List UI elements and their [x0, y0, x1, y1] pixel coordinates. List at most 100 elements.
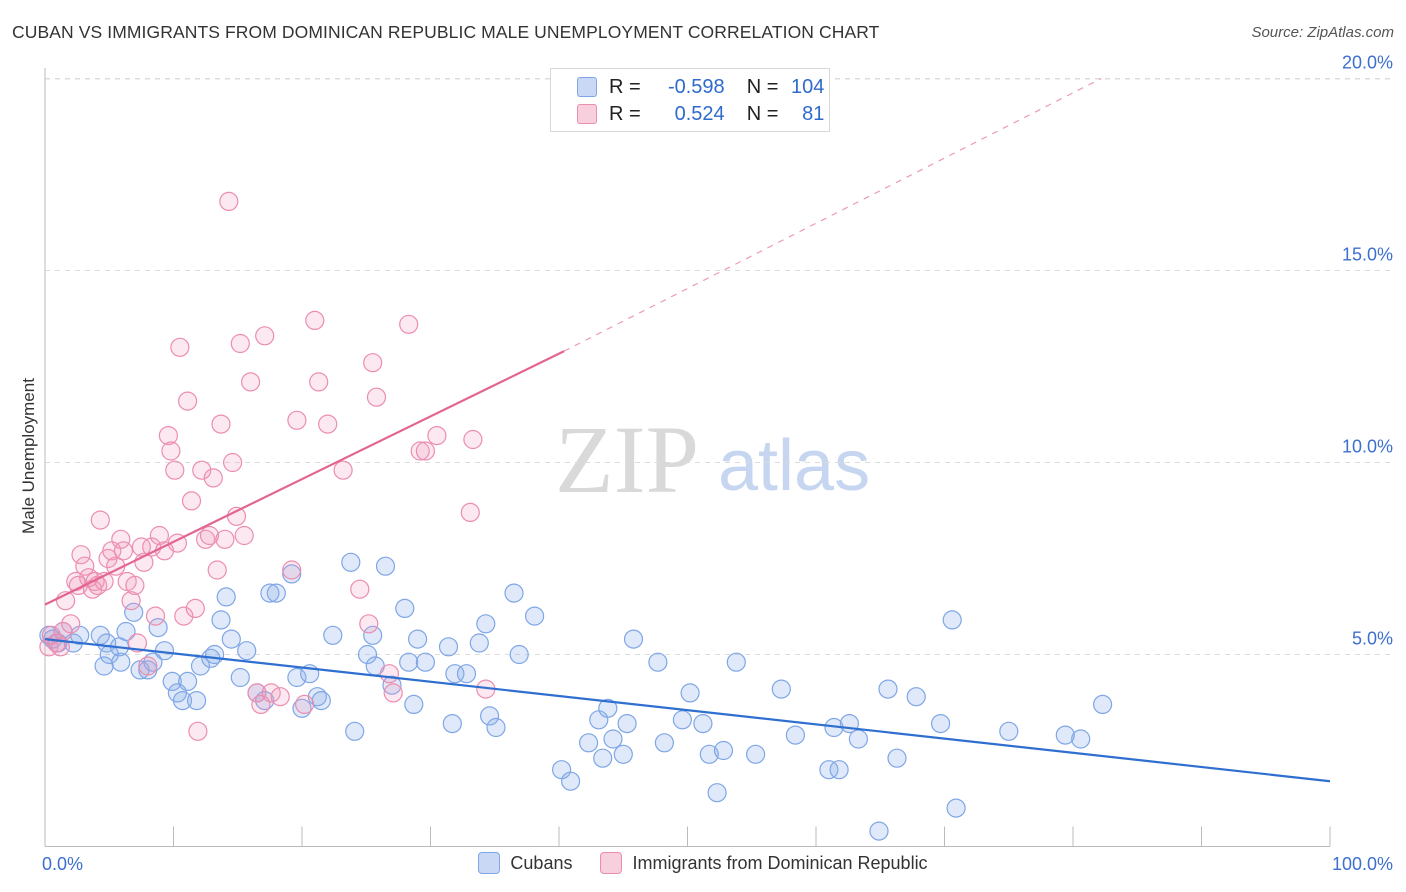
- y-axis-title: Male Unemployment: [19, 378, 38, 534]
- dominican-point: [211, 414, 231, 434]
- cuban-point: [942, 610, 962, 630]
- cuban-point: [613, 744, 633, 764]
- cuban-point: [598, 698, 618, 718]
- cuban-point: [726, 652, 746, 672]
- cuban-point: [404, 694, 424, 715]
- dominican-point: [165, 460, 185, 480]
- dominican-point: [295, 694, 315, 715]
- legend-n-label: N =: [746, 102, 779, 125]
- cuban-point: [713, 740, 734, 761]
- cuban-point: [311, 690, 331, 711]
- cuban-point: [205, 644, 225, 665]
- dominican-point: [121, 591, 141, 611]
- cuban-point: [869, 821, 889, 841]
- dominican-point: [174, 606, 194, 626]
- cuban-point: [1055, 725, 1075, 745]
- cuban-point: [672, 710, 693, 730]
- cuban-point: [221, 629, 241, 649]
- x-tick-label-max: 100.0%: [1332, 854, 1393, 874]
- dominican-point: [415, 441, 435, 461]
- dominican-point: [363, 353, 383, 373]
- cuban-point: [456, 664, 477, 684]
- dominican-point: [90, 510, 110, 530]
- cuban-point: [593, 748, 613, 768]
- dominican-point: [178, 391, 198, 411]
- cuban-point: [382, 675, 402, 695]
- dominican-point: [138, 656, 158, 676]
- cuban-point: [930, 713, 951, 734]
- cuban-point: [287, 667, 307, 688]
- cuban-point: [162, 671, 182, 692]
- cuban-point: [887, 748, 907, 768]
- cuban-point: [771, 679, 791, 699]
- dominican-point: [111, 529, 131, 549]
- cuban-point: [1071, 729, 1091, 749]
- dominican-point: [383, 683, 403, 703]
- dominican-trend-extension: [563, 77, 1102, 352]
- legend-n-value-cubans: 104: [791, 75, 825, 98]
- cuban-point: [148, 617, 168, 638]
- cuban-point: [878, 679, 898, 699]
- cuban-point: [187, 690, 207, 711]
- cuban-point: [693, 713, 713, 734]
- cuban-point: [345, 721, 365, 741]
- dominican-point: [379, 664, 399, 684]
- cuban-point: [143, 652, 163, 672]
- axes: [44, 68, 1331, 847]
- data-points: [39, 191, 1113, 841]
- cuban-point: [116, 621, 136, 642]
- watermark: ZIP atlas: [555, 406, 870, 513]
- dominican-point: [131, 537, 151, 557]
- correlation-legend: R = -0.598 N = 104 R = 0.524 N = 81: [550, 68, 830, 132]
- y-tick-label: 5.0%: [1352, 629, 1393, 649]
- dominican-point: [305, 310, 325, 330]
- dominican-point: [158, 426, 178, 446]
- cuban-point: [578, 733, 599, 753]
- cuban-point: [560, 771, 581, 791]
- cuban-point: [357, 644, 378, 665]
- dominican-point: [460, 502, 480, 523]
- dominican-point: [207, 560, 227, 580]
- cuban-point: [415, 652, 435, 672]
- dominican-point: [366, 387, 387, 407]
- axis-labels: 5.0% 10.0% 15.0% 20.0% 0.0% 100.0% Male Unempl…: [19, 53, 1393, 875]
- cuban-point: [654, 733, 675, 753]
- dominican-point: [318, 414, 338, 434]
- dominican-point: [427, 426, 447, 446]
- cuban-point: [266, 583, 286, 603]
- dominican-point: [463, 429, 483, 450]
- cuban-point: [785, 725, 806, 745]
- cuban-point: [946, 798, 966, 818]
- cuban-point: [408, 629, 428, 649]
- x-tick-label-min: 0.0%: [42, 854, 83, 874]
- series-legend-swatch-dominican: [600, 852, 623, 874]
- legend-r-value-dominican: 0.524: [674, 102, 725, 125]
- legend-row-cubans: R = -0.598 N = 104: [551, 74, 824, 100]
- dominican-point: [223, 452, 243, 473]
- dominican-point: [215, 529, 235, 549]
- dominican-point: [61, 614, 81, 634]
- dominican-point: [149, 525, 169, 546]
- cuban-point: [906, 687, 926, 707]
- legend-swatch-cubans: [577, 77, 597, 97]
- cuban-point: [255, 690, 275, 711]
- cuban-point: [111, 652, 131, 672]
- dominican-point: [234, 525, 254, 546]
- dominican-point: [255, 326, 275, 346]
- dominican-point: [410, 441, 430, 461]
- series-legend: Cubans Immigrants from Dominican Republi…: [0, 852, 1406, 874]
- cuban-point: [341, 552, 361, 572]
- trend-lines: [44, 77, 1331, 783]
- cuban-point: [848, 729, 869, 749]
- cuban-point: [707, 783, 727, 803]
- legend-r-label: R =: [609, 102, 641, 125]
- dominican-point: [230, 333, 250, 354]
- cuban-point: [375, 556, 396, 576]
- cuban-point: [1092, 694, 1113, 715]
- series-legend-label-cubans: Cubans: [510, 852, 573, 873]
- cuban-point: [999, 721, 1019, 741]
- dominican-point: [161, 441, 181, 461]
- cuban-point: [819, 760, 839, 780]
- cuban-point: [211, 610, 231, 630]
- dominican-point: [270, 687, 290, 707]
